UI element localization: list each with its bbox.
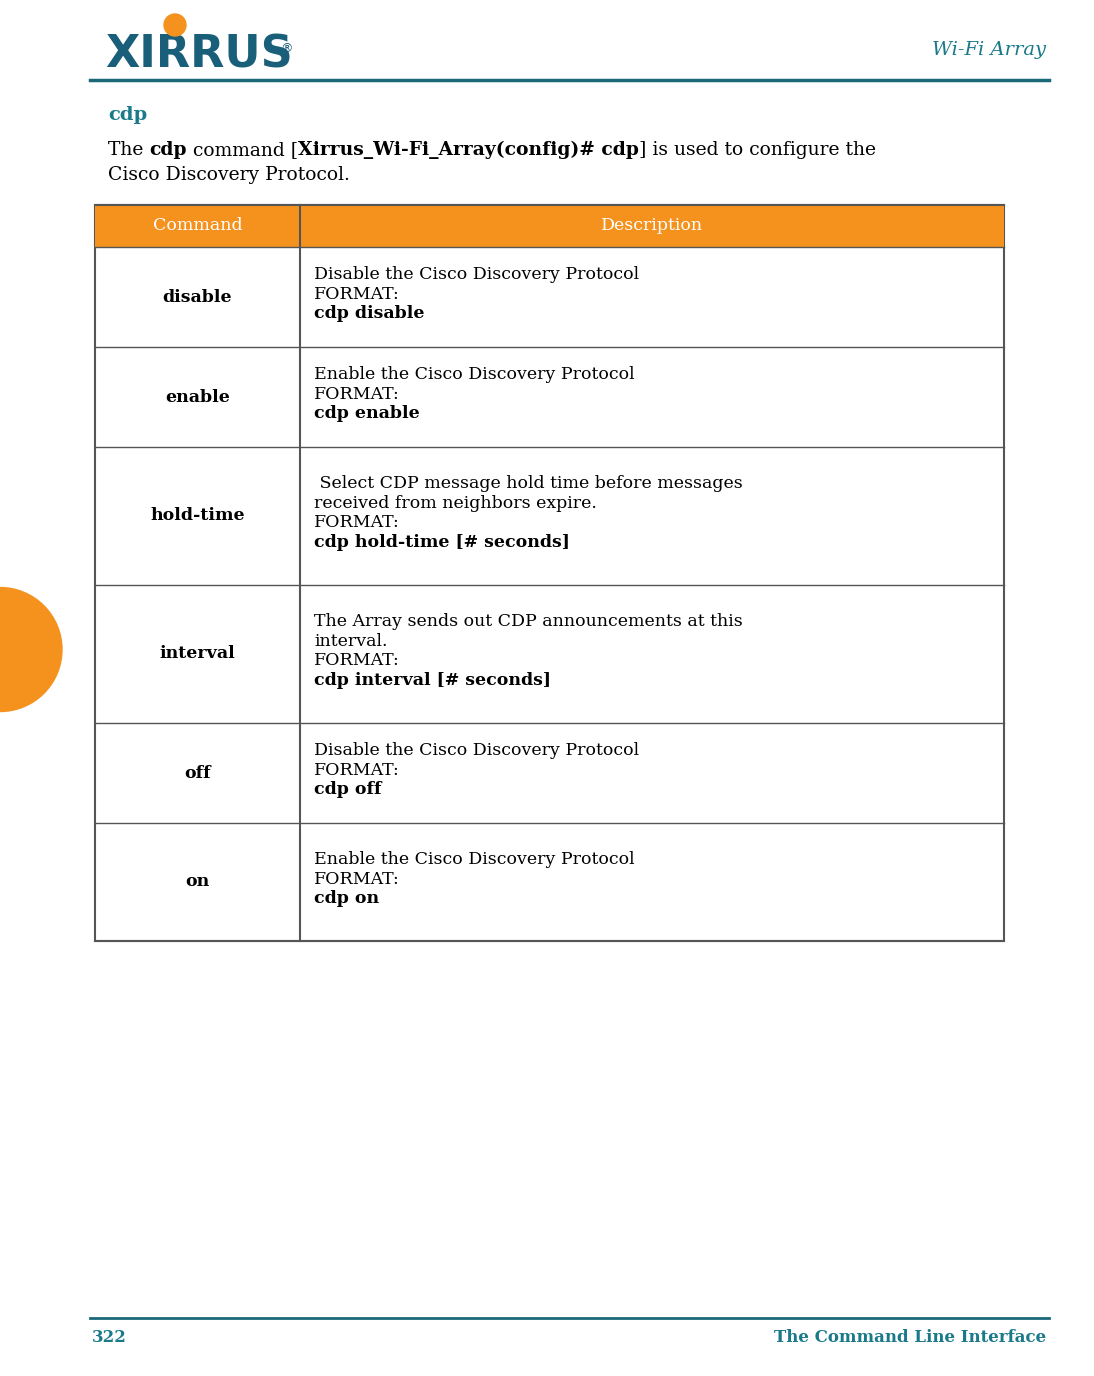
- Text: cdp interval [# seconds]: cdp interval [# seconds]: [314, 671, 551, 689]
- Bar: [95, 205, 1004, 941]
- Text: ] is used to configure the: ] is used to configure the: [639, 140, 876, 160]
- Text: received from neighbors expire.: received from neighbors expire.: [314, 495, 597, 512]
- Text: Select CDP message hold time before messages: Select CDP message hold time before mess…: [314, 475, 743, 493]
- Text: cdp off: cdp off: [314, 782, 382, 798]
- Text: Wi-Fi Array: Wi-Fi Array: [932, 41, 1046, 59]
- Text: FORMAT:: FORMAT:: [314, 761, 399, 779]
- Text: interval.: interval.: [314, 633, 387, 649]
- Text: Command: Command: [153, 217, 242, 234]
- Text: FORMAT:: FORMAT:: [314, 871, 399, 888]
- Text: Disable the Cisco Discovery Protocol: Disable the Cisco Discovery Protocol: [314, 742, 639, 760]
- Text: cdp enable: cdp enable: [314, 405, 420, 422]
- Text: Xirrus_Wi-Fi_Array(config)# cdp: Xirrus_Wi-Fi_Array(config)# cdp: [298, 140, 639, 160]
- Text: Disable the Cisco Discovery Protocol: Disable the Cisco Discovery Protocol: [314, 266, 639, 283]
- Text: Enable the Cisco Discovery Protocol: Enable the Cisco Discovery Protocol: [314, 366, 635, 383]
- Text: on: on: [185, 874, 210, 890]
- Text: Description: Description: [601, 217, 703, 234]
- Circle shape: [164, 14, 186, 36]
- Text: 322: 322: [92, 1329, 127, 1347]
- Text: enable: enable: [165, 388, 230, 406]
- Text: The Command Line Interface: The Command Line Interface: [773, 1329, 1046, 1347]
- Circle shape: [0, 588, 62, 711]
- Text: FORMAT:: FORMAT:: [314, 652, 399, 669]
- Text: FORMAT:: FORMAT:: [314, 286, 399, 303]
- Text: cdp: cdp: [108, 106, 147, 124]
- Text: FORMAT:: FORMAT:: [314, 385, 399, 403]
- Text: command [: command [: [187, 140, 298, 160]
- Text: cdp: cdp: [150, 140, 187, 160]
- Text: Enable the Cisco Discovery Protocol: Enable the Cisco Discovery Protocol: [314, 852, 635, 868]
- Text: interval: interval: [160, 645, 235, 662]
- Text: The Array sends out CDP announcements at this: The Array sends out CDP announcements at…: [314, 614, 743, 630]
- Text: cdp disable: cdp disable: [314, 305, 424, 322]
- Text: XIRRUS: XIRRUS: [105, 33, 293, 77]
- Text: FORMAT:: FORMAT:: [314, 515, 399, 531]
- Text: cdp on: cdp on: [314, 890, 380, 907]
- Text: The: The: [108, 140, 150, 160]
- Bar: [95, 205, 1004, 248]
- Text: off: off: [184, 765, 211, 782]
- Text: cdp hold-time [# seconds]: cdp hold-time [# seconds]: [314, 534, 570, 550]
- Text: hold-time: hold-time: [150, 508, 245, 524]
- Text: disable: disable: [163, 289, 232, 305]
- Text: ®: ®: [280, 43, 292, 55]
- Text: Cisco Discovery Protocol.: Cisco Discovery Protocol.: [108, 166, 350, 184]
